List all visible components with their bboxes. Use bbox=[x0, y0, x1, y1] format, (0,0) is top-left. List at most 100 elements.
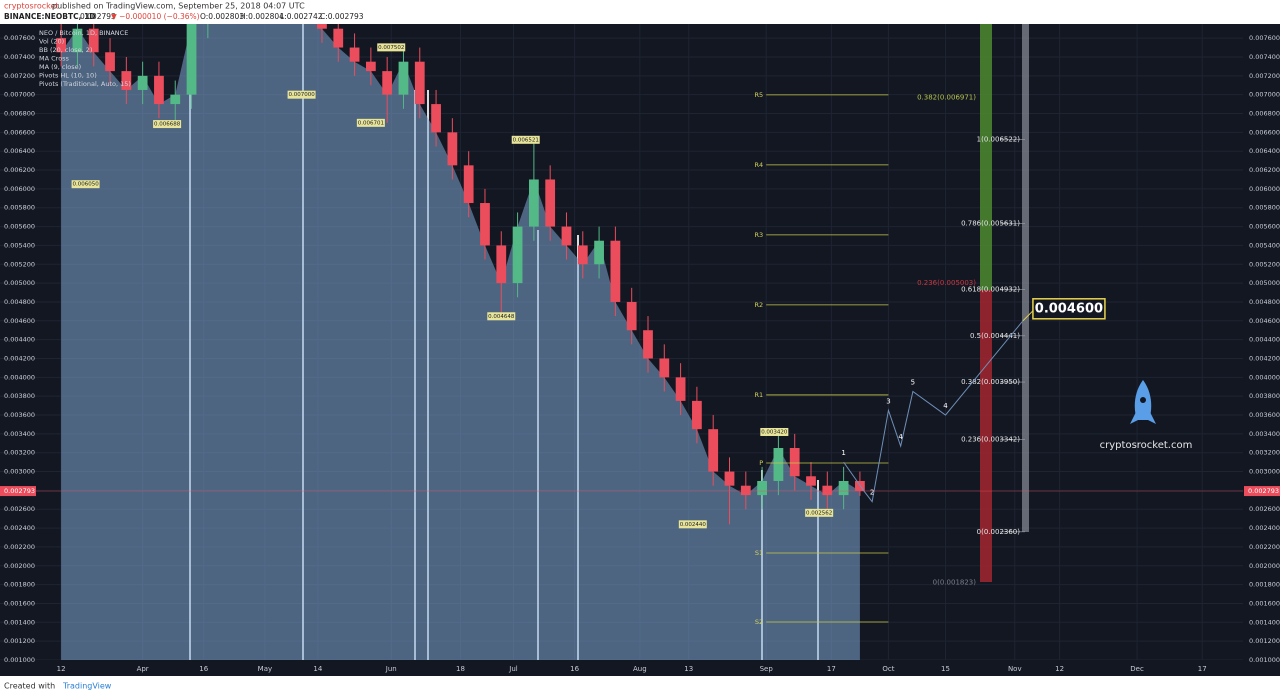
ohlc-value: C:0.002793 bbox=[320, 12, 364, 21]
y-tick-label: 0.003400 bbox=[1249, 430, 1280, 438]
ohlc-value: H:0.002804 bbox=[240, 12, 284, 21]
fib-label: 1(0.006522) bbox=[977, 136, 1021, 144]
pivot-label: S1 bbox=[755, 549, 763, 557]
candle-body bbox=[594, 241, 604, 265]
candle-body bbox=[496, 245, 506, 283]
y-tick-label-left: 0.007600 bbox=[4, 34, 35, 42]
candle-body bbox=[431, 104, 441, 132]
y-tick-label-left: 0.002000 bbox=[4, 562, 35, 570]
candle-body bbox=[659, 358, 669, 377]
wave-label: 2 bbox=[870, 489, 874, 497]
pivot-label: R4 bbox=[755, 161, 764, 169]
x-tick-label: 16 bbox=[570, 665, 579, 673]
ohlc-value: O:0.002803 bbox=[200, 12, 244, 21]
y-tick-label: 0.006000 bbox=[1249, 185, 1280, 193]
x-tick-label: 14 bbox=[313, 665, 322, 673]
x-tick-label: 12 bbox=[57, 665, 66, 673]
candle-body bbox=[774, 448, 784, 481]
y-tick-label: 0.004400 bbox=[1249, 336, 1280, 344]
candle-body bbox=[399, 62, 409, 95]
candle-body bbox=[154, 76, 164, 104]
y-tick-label: 0.005800 bbox=[1249, 204, 1280, 212]
last-price-tag-right-text: 0.002793 bbox=[1248, 487, 1279, 495]
candle-body bbox=[464, 165, 474, 203]
candle-body bbox=[741, 486, 751, 495]
y-tick-label: 0.004000 bbox=[1249, 373, 1280, 381]
price-tag-label: 0.007000 bbox=[288, 92, 315, 98]
candle-body bbox=[105, 52, 115, 71]
candle-body bbox=[366, 62, 376, 71]
y-tick-label: 0.006600 bbox=[1249, 128, 1280, 136]
pivot-label: R1 bbox=[755, 391, 764, 399]
x-tick-label: 17 bbox=[827, 665, 836, 673]
candle-body bbox=[350, 48, 360, 62]
candle-body bbox=[806, 476, 816, 485]
candle-body bbox=[643, 330, 653, 358]
candle-body bbox=[382, 71, 392, 95]
y-tick-label: 0.005200 bbox=[1249, 260, 1280, 268]
x-tick-label: Aug bbox=[633, 665, 647, 673]
y-tick-label-left: 0.004600 bbox=[4, 317, 35, 325]
candle-body bbox=[725, 472, 735, 486]
pivot-label: R3 bbox=[755, 231, 764, 239]
y-tick-label: 0.001000 bbox=[1249, 656, 1280, 664]
candle-body bbox=[676, 377, 686, 401]
publisher[interactable]: cryptosrocket bbox=[4, 2, 59, 11]
y-tick-label-left: 0.004200 bbox=[4, 354, 35, 362]
y-tick-label-left: 0.001200 bbox=[4, 637, 35, 645]
x-tick-label: 15 bbox=[941, 665, 950, 673]
indicator-legend: MA (9, close) bbox=[39, 63, 81, 71]
indicator-legend: Pivots HL (10, 10) bbox=[39, 72, 97, 80]
price-tag-label: 0.006050 bbox=[72, 182, 99, 188]
y-tick-label: 0.002000 bbox=[1249, 562, 1280, 570]
candle-body bbox=[447, 132, 457, 165]
wave-label: 4 bbox=[898, 433, 903, 441]
x-tick-label: Oct bbox=[882, 665, 894, 673]
fib-bar bbox=[1022, 24, 1029, 532]
y-tick-label-left: 0.002200 bbox=[4, 543, 35, 551]
price-tag-label: 0.004648 bbox=[488, 314, 515, 320]
y-tick-label: 0.004200 bbox=[1249, 354, 1280, 362]
pivot-label: S2 bbox=[755, 618, 763, 626]
pivot-label: R5 bbox=[755, 91, 764, 99]
pivot-label: R2 bbox=[755, 301, 764, 309]
change: ▼ −0.000010 (−0.36%) bbox=[111, 12, 200, 21]
candle-body bbox=[822, 486, 832, 495]
wave-label: 4 bbox=[943, 402, 948, 410]
y-tick-label-left: 0.003600 bbox=[4, 411, 35, 419]
y-tick-label: 0.001400 bbox=[1249, 618, 1280, 626]
rocket-window bbox=[1140, 397, 1146, 403]
indicator-legend: Pivots (Traditional, Auto, 15) bbox=[39, 80, 131, 88]
y-tick-label-left: 0.006400 bbox=[4, 147, 35, 155]
price-tag-label: 0.006688 bbox=[154, 122, 181, 128]
x-tick-label: Jul bbox=[508, 665, 518, 673]
y-tick-label-left: 0.007000 bbox=[4, 91, 35, 99]
wave-label: 5 bbox=[911, 378, 915, 386]
footer-created: Created with bbox=[4, 682, 55, 691]
candle-body bbox=[562, 227, 572, 246]
y-tick-label: 0.003600 bbox=[1249, 411, 1280, 419]
ohlc-value: L:0.002742 bbox=[280, 12, 323, 21]
y-tick-label-left: 0.003200 bbox=[4, 449, 35, 457]
x-tick-label: Apr bbox=[137, 665, 149, 673]
indicator-legend: MA Cross bbox=[39, 55, 70, 63]
y-tick-label: 0.003800 bbox=[1249, 392, 1280, 400]
fib-bar-up bbox=[980, 24, 992, 290]
y-tick-label-left: 0.003000 bbox=[4, 468, 35, 476]
y-tick-label-left: 0.006200 bbox=[4, 166, 35, 174]
y-tick-label-left: 0.006000 bbox=[4, 185, 35, 193]
y-tick-label: 0.007600 bbox=[1249, 34, 1280, 42]
target-label: 0.004600 bbox=[1035, 301, 1103, 316]
candle-body bbox=[529, 179, 539, 226]
price-tag-label: 0.003420 bbox=[761, 429, 788, 435]
candle-body bbox=[611, 241, 621, 302]
candle-body bbox=[513, 227, 523, 284]
x-tick-label: Sep bbox=[760, 665, 774, 673]
y-tick-label-left: 0.002400 bbox=[4, 524, 35, 532]
price-tag-label: 0.002562 bbox=[806, 510, 832, 516]
y-tick-label-left: 0.003400 bbox=[4, 430, 35, 438]
x-tick-label: May bbox=[258, 665, 272, 673]
footer-brand[interactable]: TradingView bbox=[62, 682, 112, 691]
